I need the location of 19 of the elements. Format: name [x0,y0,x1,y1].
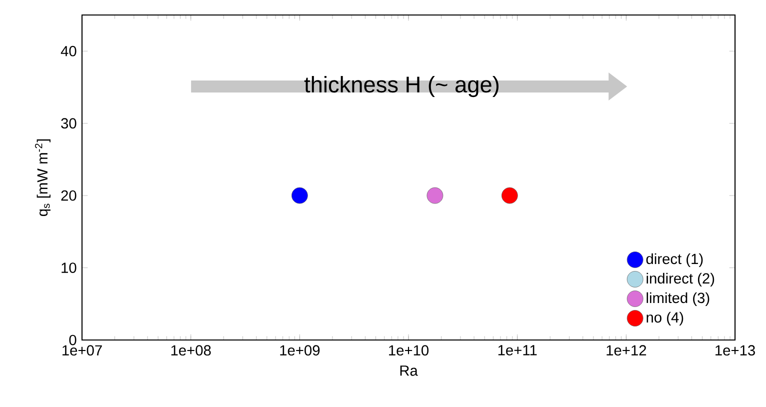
x-tick-label: 1e+12 [606,345,646,356]
x-tick-label: 1e+13 [716,345,755,356]
x-tick-label: 1e+08 [171,345,211,356]
legend-label: limited (3) [646,292,710,306]
y-tick-label: 10 [62,262,76,273]
y-tick-label: 30 [61,118,76,129]
y-axis-title: q$_{s}$ [mW m$^{-2}$] [34,139,50,216]
legend-label: no (4) [646,312,684,326]
y-tick-label: 20 [61,190,76,201]
x-tick-label: 1e+09 [280,345,320,356]
x-tick-label: 1e+10 [389,345,429,356]
x-axis-title: Ra [400,366,418,376]
x-tick-label: 1e+07 [62,345,102,356]
y-tick-label: 0 [69,334,76,346]
annotation: thickness H (~ age) [304,76,498,98]
legend-label: indirect (2) [646,272,714,286]
x-tick-label: 1e+11 [498,345,537,356]
y-tick-label: 40 [60,46,76,56]
legend-label: direct (1) [646,253,703,267]
